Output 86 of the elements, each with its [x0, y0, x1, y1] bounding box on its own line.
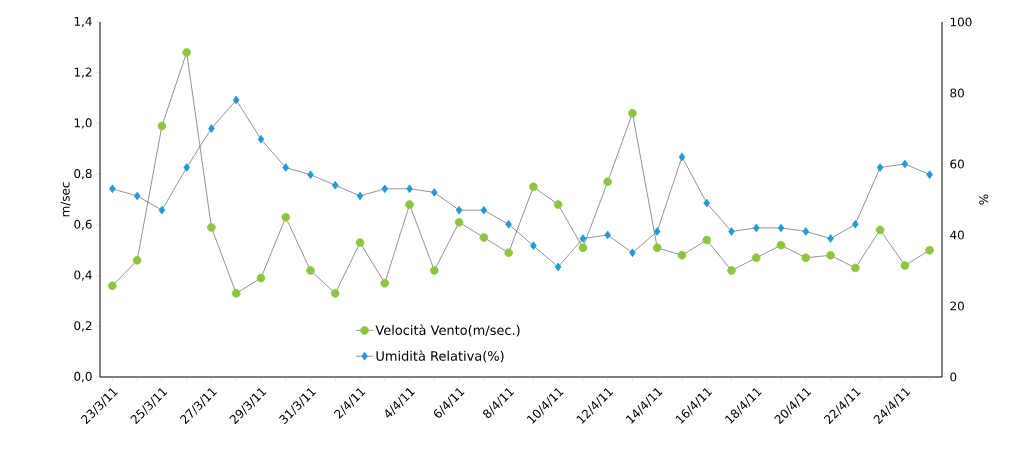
y2-tick-label: 20 [950, 301, 964, 311]
point [356, 191, 364, 201]
point [826, 251, 835, 260]
point [479, 233, 489, 242]
point [901, 159, 909, 169]
y-tick-label: 0,4 [74, 270, 92, 281]
legend-label: Velocità Vento(m/sec.) [375, 324, 520, 337]
point [381, 184, 389, 194]
point [925, 245, 934, 255]
point [306, 266, 315, 275]
y2-tick-label: 0 [950, 372, 957, 382]
point [900, 261, 910, 270]
point [158, 205, 166, 215]
point [405, 200, 414, 209]
point [776, 240, 786, 250]
point [330, 289, 340, 298]
point [653, 227, 661, 236]
point [553, 200, 563, 209]
point [801, 253, 811, 263]
point [232, 95, 240, 105]
y2-tick-label: 100 [950, 17, 972, 27]
point [454, 218, 464, 227]
point [380, 278, 390, 288]
point [331, 181, 339, 190]
point [182, 48, 191, 57]
y-tick-label: 1,2 [74, 67, 92, 78]
point [504, 248, 513, 258]
point [629, 248, 636, 258]
point [281, 212, 291, 222]
point [777, 223, 785, 233]
point [529, 182, 538, 192]
point [727, 266, 736, 275]
point [751, 253, 761, 263]
point [579, 234, 587, 243]
point [678, 152, 686, 162]
point [851, 263, 860, 273]
y-tick-label: 0,6 [74, 219, 92, 230]
point [183, 163, 190, 172]
y-tick-label: 0,8 [74, 169, 92, 180]
point [208, 124, 215, 133]
point [554, 262, 562, 272]
point [355, 238, 365, 247]
point [876, 163, 884, 172]
point [603, 177, 612, 187]
point [875, 225, 885, 235]
point [652, 243, 662, 252]
y2-tick-label: 40 [950, 230, 964, 240]
y-axis-title: m/sec [60, 182, 71, 217]
point [455, 205, 463, 215]
point [752, 223, 760, 233]
y2-axis-title: % [979, 194, 989, 205]
point [505, 220, 512, 229]
point [728, 227, 735, 236]
point [256, 273, 266, 283]
y-tick-label: 1,0 [74, 118, 92, 129]
point [628, 109, 637, 118]
point [108, 281, 117, 290]
point [282, 163, 290, 172]
point [406, 184, 413, 194]
point [604, 230, 611, 240]
point [207, 223, 216, 232]
point [702, 235, 712, 245]
point [430, 266, 439, 275]
point [257, 134, 265, 144]
point [677, 251, 687, 260]
point [480, 205, 488, 215]
point [231, 289, 241, 298]
point [133, 191, 141, 201]
point [578, 243, 588, 252]
point [530, 241, 537, 250]
point [307, 170, 314, 179]
point [926, 170, 933, 179]
point [852, 220, 859, 229]
point [703, 198, 711, 208]
point [132, 256, 142, 265]
point [802, 227, 810, 236]
y2-tick-label: 60 [950, 159, 964, 169]
y-tick-label: 1,4 [74, 16, 92, 28]
y-tick-label: 0,2 [74, 321, 92, 332]
point [157, 121, 167, 131]
point [431, 188, 438, 197]
point [109, 184, 116, 194]
y-tick-label: 0,0 [74, 371, 92, 383]
y2-tick-label: 80 [950, 88, 964, 98]
legend-label: Umidità Relativa(%) [376, 350, 504, 363]
point [827, 234, 834, 243]
